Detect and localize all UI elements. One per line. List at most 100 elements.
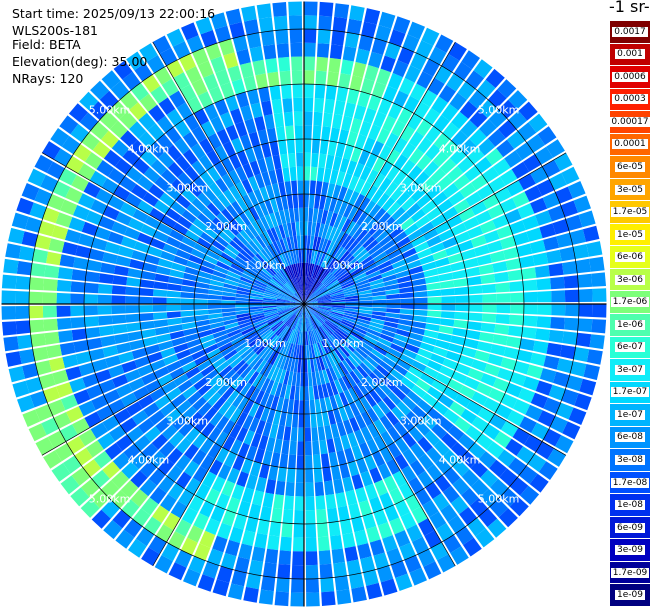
range-gate-cell	[299, 207, 304, 222]
range-gate-cell	[304, 304, 313, 316]
range-gate-cell	[358, 296, 373, 301]
range-gate-cell	[112, 509, 131, 529]
range-gate-cell	[73, 257, 89, 270]
range-gate-cell	[254, 173, 265, 189]
range-gate-cell	[296, 468, 304, 483]
range-gate-cell	[254, 203, 265, 219]
range-gate-cell	[369, 389, 382, 404]
range-gate-cell	[537, 410, 556, 427]
range-gate-cell	[405, 494, 421, 512]
range-gate-cell	[176, 349, 191, 360]
range-gate-cell	[278, 325, 288, 338]
range-gate-cell	[21, 231, 38, 247]
range-gate-cell	[342, 284, 357, 291]
range-gate-cell	[355, 321, 370, 329]
range-gate-cell	[291, 298, 304, 304]
range-gate-cell	[29, 305, 44, 319]
range-gate-cell	[295, 221, 300, 236]
range-gate-cell	[255, 477, 267, 493]
range-gate-cell	[305, 482, 315, 497]
colorbar-label: 1.7e-09	[610, 567, 650, 578]
range-gate-cell	[281, 312, 294, 322]
range-gate-cell	[542, 192, 560, 209]
range-gate-cell	[304, 42, 316, 57]
range-gate-cell	[343, 203, 354, 218]
range-gate-cell	[215, 177, 229, 193]
range-gate-cell	[362, 235, 376, 249]
range-gate-cell	[402, 432, 417, 448]
range-gate-cell	[344, 404, 355, 420]
range-gate-cell	[504, 150, 523, 168]
range-gate-cell	[181, 361, 197, 373]
range-gate-cell	[51, 225, 69, 240]
range-gate-cell	[317, 295, 331, 301]
range-gate-cell	[347, 239, 359, 253]
range-gate-cell	[236, 286, 251, 293]
range-gate-cell	[178, 489, 194, 507]
range-gate-cell	[28, 423, 47, 442]
range-gate-cell	[297, 317, 302, 331]
range-gate-cell	[195, 319, 210, 327]
range-gate-cell	[260, 248, 272, 262]
range-gate-cell	[29, 202, 47, 219]
range-gate-cell	[301, 317, 304, 332]
range-gate-cell	[186, 35, 204, 53]
range-gate-cell	[99, 379, 116, 394]
range-gate-cell	[334, 100, 346, 116]
range-gate-cell	[412, 315, 428, 323]
range-gate-cell	[230, 108, 244, 125]
range-gate-cell	[17, 395, 35, 413]
range-gate-cell	[308, 207, 314, 222]
range-gate-cell	[463, 216, 480, 231]
range-gate-cell	[282, 509, 294, 524]
range-gate-cell	[530, 352, 547, 367]
colorbar-cell: 3e-06	[610, 267, 650, 291]
colorbar-label: 1e-07	[615, 409, 645, 420]
range-gate-cell	[407, 229, 423, 242]
range-gate-cell	[349, 5, 365, 22]
range-gate-cell	[190, 143, 206, 160]
range-gate-cell	[387, 249, 402, 260]
range-gate-cell	[270, 381, 279, 396]
range-gate-cell	[42, 207, 60, 224]
range-gate-cell	[450, 546, 469, 565]
range-gate-cell	[568, 407, 587, 425]
range-gate-cell	[265, 479, 276, 495]
range-gate-cell	[402, 448, 418, 465]
range-gate-cell	[434, 475, 452, 493]
range-gate-cell	[230, 263, 245, 273]
range-gate-cell	[102, 252, 118, 264]
range-gate-cell	[168, 562, 187, 581]
range-gate-cell	[71, 328, 87, 341]
range-gate-cell	[344, 292, 359, 298]
range-gate-cell	[132, 508, 151, 527]
range-gate-cell	[156, 115, 174, 133]
range-gate-cell	[217, 463, 232, 480]
range-gate-cell	[199, 138, 214, 155]
range-gate-cell	[317, 306, 332, 310]
range-gate-cell	[339, 322, 353, 332]
range-gate-cell	[65, 187, 83, 204]
range-gate-cell	[185, 477, 201, 495]
range-gate-cell	[163, 512, 181, 531]
range-gate-cell	[147, 351, 163, 364]
range-gate-cell	[328, 285, 342, 293]
range-gate-cell	[210, 116, 225, 133]
range-gate-cell	[294, 293, 304, 304]
range-gate-cell	[365, 355, 379, 368]
range-gate-cell	[370, 318, 385, 325]
range-gate-cell	[415, 40, 434, 59]
range-gate-cell	[494, 187, 512, 203]
range-gate-cell	[121, 499, 140, 518]
range-gate-cell	[142, 74, 161, 93]
range-gate-cell	[321, 271, 332, 284]
range-gate-cell	[184, 266, 200, 276]
range-gate-cell	[235, 121, 248, 138]
range-gate-cell	[82, 459, 101, 478]
range-gate-cell	[361, 411, 373, 427]
range-gate-cell	[338, 73, 351, 89]
range-gate-cell	[141, 443, 159, 460]
range-gate-cell	[144, 344, 161, 355]
range-gate-cell	[427, 304, 442, 311]
range-gate-cell	[406, 259, 422, 270]
